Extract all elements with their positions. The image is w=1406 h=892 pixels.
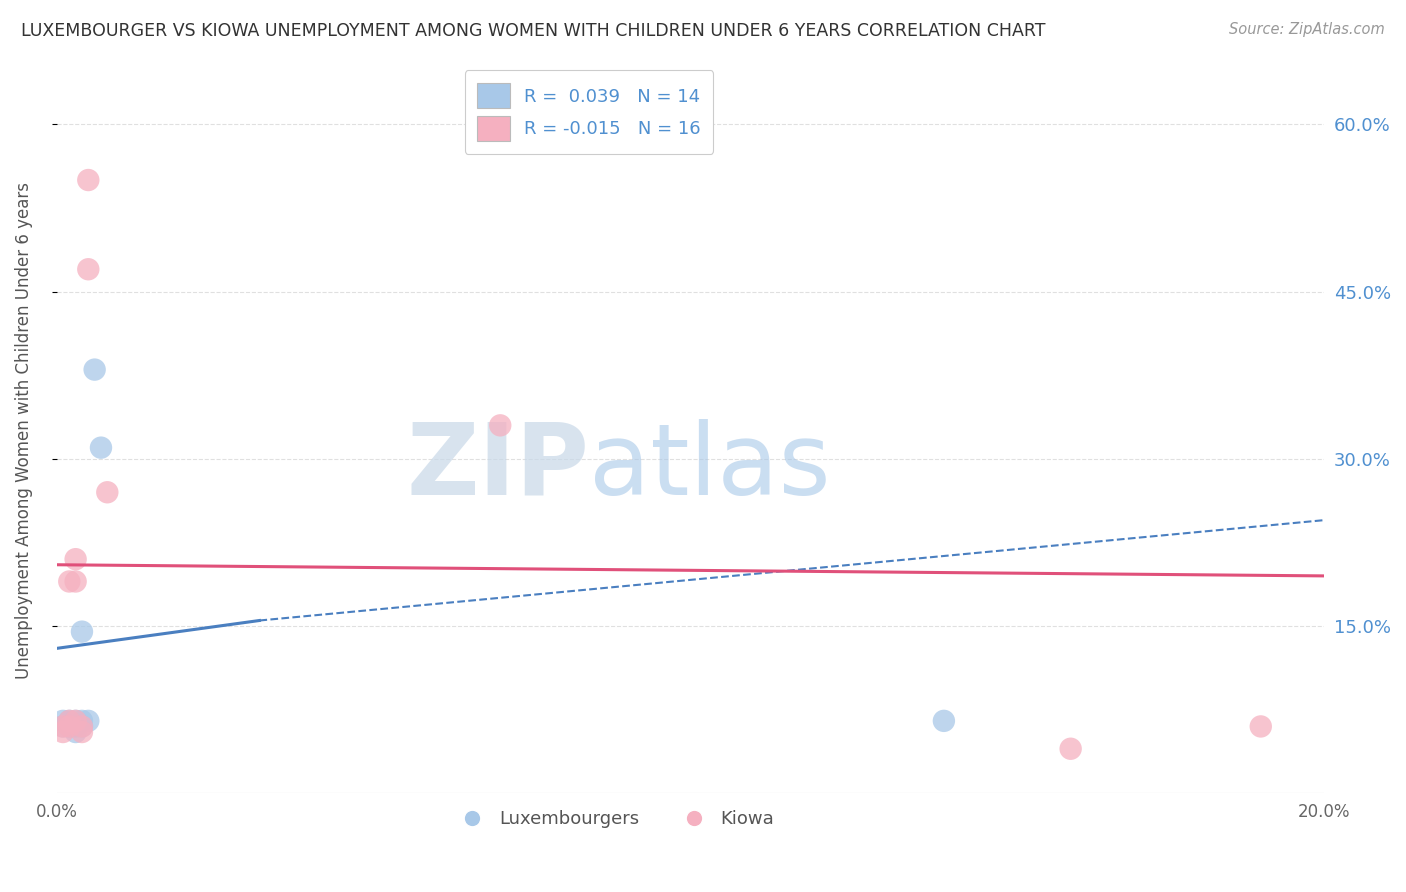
- Point: [65, 574, 87, 589]
- Point: [58, 719, 80, 733]
- Point: [52, 725, 75, 739]
- Point: [58, 719, 80, 733]
- Text: Source: ZipAtlas.com: Source: ZipAtlas.com: [1229, 22, 1385, 37]
- Text: atlas: atlas: [589, 418, 831, 516]
- Point: [70, 624, 93, 639]
- Point: [70, 719, 93, 733]
- Y-axis label: Unemployment Among Women with Children Under 6 years: Unemployment Among Women with Children U…: [15, 183, 32, 680]
- Point: [90, 441, 112, 455]
- Point: [83, 362, 105, 376]
- Text: LUXEMBOURGER VS KIOWA UNEMPLOYMENT AMONG WOMEN WITH CHILDREN UNDER 6 YEARS CORRE: LUXEMBOURGER VS KIOWA UNEMPLOYMENT AMONG…: [21, 22, 1046, 40]
- Point: [77, 262, 100, 277]
- Point: [65, 714, 87, 728]
- Point: [96, 485, 118, 500]
- Point: [65, 725, 87, 739]
- Point: [58, 714, 80, 728]
- Point: [65, 552, 87, 566]
- Point: [1250, 719, 1272, 733]
- Point: [65, 719, 87, 733]
- Point: [52, 719, 75, 733]
- Point: [932, 714, 955, 728]
- Text: ZIP: ZIP: [406, 418, 589, 516]
- Point: [58, 574, 80, 589]
- Point: [70, 719, 93, 733]
- Point: [52, 719, 75, 733]
- Point: [489, 418, 512, 433]
- Point: [58, 714, 80, 728]
- Legend: Luxembourgers, Kiowa: Luxembourgers, Kiowa: [447, 803, 782, 835]
- Point: [65, 714, 87, 728]
- Point: [52, 714, 75, 728]
- Point: [1059, 741, 1081, 756]
- Point: [70, 725, 93, 739]
- Point: [77, 173, 100, 187]
- Point: [70, 714, 93, 728]
- Point: [77, 714, 100, 728]
